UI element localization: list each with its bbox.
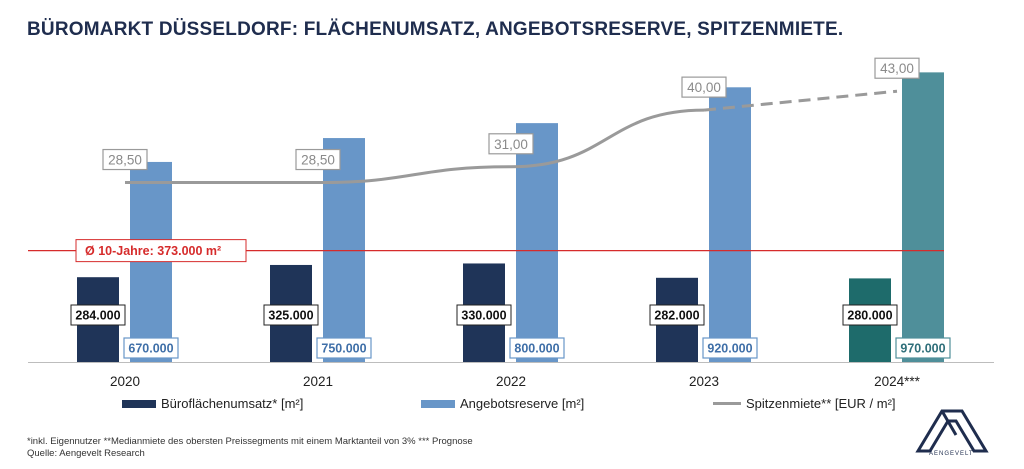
reference-layer: Ø 10-Jahre: 373.000 m² <box>28 239 944 263</box>
data-label-umsatz: 280.000 <box>847 309 892 323</box>
data-label-angebot: 670.000 <box>128 342 173 356</box>
rent-line-solid <box>124 108 705 185</box>
legend-label-miete: Spitzenmiete** [EUR / m²] <box>746 396 896 411</box>
chart-title: BÜROMARKT DÜSSELDORF: FLÄCHENUMSATZ, ANG… <box>27 19 844 40</box>
data-label-umsatz: 330.000 <box>461 309 506 323</box>
data-label-umsatz: 325.000 <box>268 309 313 323</box>
data-label-box-umsatz <box>70 304 126 326</box>
logo-text: AENGEVELT <box>929 451 974 457</box>
footnote-source: Quelle: Aengevelt Research <box>27 448 145 459</box>
x-tick-label: 2021 <box>303 374 333 389</box>
bar-angebot <box>709 87 751 362</box>
aengevelt-logo-icon <box>915 409 989 453</box>
data-label-umsatz: 284.000 <box>75 309 120 323</box>
data-label-box-umsatz <box>842 304 898 326</box>
legend-item-umsatz: Büroflächenumsatz* [m²] <box>122 396 303 411</box>
x-tick-label: 2020 <box>110 374 140 389</box>
rent-label-box <box>102 148 148 171</box>
reference-label: Ø 10-Jahre: 373.000 m² <box>85 244 221 258</box>
x-tick-label: 2023 <box>689 374 719 389</box>
data-label-box-umsatz <box>649 304 705 326</box>
rent-label: 28,50 <box>301 153 335 168</box>
bar-angebot <box>902 72 944 362</box>
data-label-angebot: 750.000 <box>321 342 366 356</box>
data-label-box-angebot <box>895 337 951 359</box>
legend: Büroflächenumsatz* [m²] Angebotsreserve … <box>0 396 1024 416</box>
data-label-angebot: 920.000 <box>707 342 752 356</box>
data-label-umsatz: 282.000 <box>654 309 699 323</box>
rent-line-layer <box>124 89 898 185</box>
legend-swatch-umsatz <box>122 399 156 408</box>
data-label-box-angebot <box>509 337 565 359</box>
legend-label-angebot: Angebotsreserve [m²] <box>460 396 585 411</box>
x-tick-label: 2022 <box>496 374 526 389</box>
legend-swatch-miete <box>713 402 741 405</box>
reference-label-box <box>75 239 247 263</box>
data-label-box-umsatz <box>263 304 319 326</box>
data-label-angebot: 970.000 <box>900 342 945 356</box>
x-axis: 2020 2021 2022 2023 2024*** <box>28 362 994 389</box>
legend-item-angebot: Angebotsreserve [m²] <box>421 396 584 411</box>
rent-line-forecast <box>703 89 898 112</box>
data-label-box-umsatz <box>456 304 512 326</box>
footnote: *inkl. Eigennutzer **Medianmiete des obe… <box>27 436 473 460</box>
data-label-box-angebot <box>316 337 372 359</box>
footnote-notes: *inkl. Eigennutzer **Medianmiete des obe… <box>27 436 473 447</box>
legend-item-miete: Spitzenmiete** [EUR / m²] <box>713 396 896 411</box>
rent-label: 43,00 <box>880 61 914 76</box>
data-label-box-angebot <box>702 337 758 359</box>
data-label-box-angebot <box>123 337 179 359</box>
chart-area: Ø 10-Jahre: 373.000 m² 284.000 670.000 325… <box>28 57 994 389</box>
rent-label-box <box>295 148 341 171</box>
bar-angebot <box>516 123 558 362</box>
rent-label-box <box>874 57 920 79</box>
rent-label-box <box>681 76 727 98</box>
rent-label-box <box>488 133 534 155</box>
rent-label: 28,50 <box>108 153 142 168</box>
legend-label-umsatz: Büroflächenumsatz* [m²] <box>161 396 304 411</box>
rent-label: 31,00 <box>494 137 528 152</box>
data-label-angebot: 800.000 <box>514 342 559 356</box>
x-tick-label: 2024*** <box>874 374 921 389</box>
legend-swatch-angebot <box>421 399 455 408</box>
rent-label: 40,00 <box>687 80 721 95</box>
data-labels-layer: 284.000 670.000 325.000 750.000 330.000 800.0… <box>70 57 951 359</box>
